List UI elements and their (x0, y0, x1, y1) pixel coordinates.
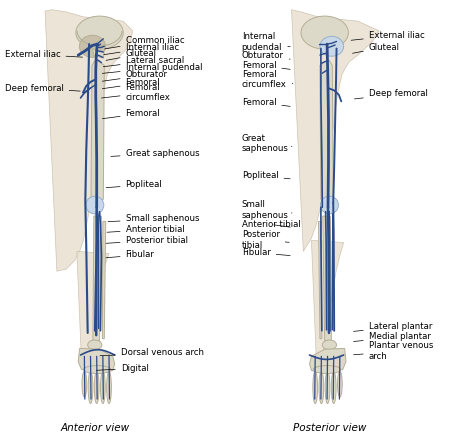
Text: Small saphenous: Small saphenous (108, 214, 199, 223)
Polygon shape (319, 221, 322, 339)
Ellipse shape (88, 371, 93, 404)
Text: Posterior
tibial: Posterior tibial (242, 230, 289, 250)
Ellipse shape (82, 371, 87, 397)
Text: Femoral: Femoral (242, 98, 290, 107)
Text: Plantar venous
arch: Plantar venous arch (354, 341, 433, 361)
Text: Lateral plantar: Lateral plantar (354, 322, 432, 331)
Polygon shape (78, 348, 115, 373)
Polygon shape (102, 221, 106, 339)
Text: External iliac: External iliac (351, 31, 425, 40)
Ellipse shape (94, 371, 99, 404)
Ellipse shape (322, 340, 337, 350)
Text: Great saphenous: Great saphenous (111, 149, 199, 158)
Ellipse shape (325, 371, 330, 404)
Polygon shape (292, 10, 379, 251)
Text: Internal iliac: Internal iliac (104, 43, 179, 55)
Text: Great
saphenous: Great saphenous (242, 134, 292, 153)
Text: Medial plantar: Medial plantar (354, 333, 431, 341)
Ellipse shape (320, 196, 338, 214)
Text: Posterior tibial: Posterior tibial (106, 236, 188, 245)
Ellipse shape (100, 371, 105, 404)
Text: Obturator: Obturator (102, 71, 168, 81)
Text: Obturator: Obturator (242, 51, 290, 60)
Ellipse shape (313, 366, 341, 374)
Polygon shape (91, 60, 104, 201)
Ellipse shape (319, 371, 324, 404)
Text: Deep femoral: Deep femoral (5, 84, 80, 93)
Text: Anterior tibial: Anterior tibial (107, 225, 184, 234)
Text: Femoral: Femoral (102, 109, 160, 119)
Ellipse shape (80, 35, 105, 57)
Text: Dorsal venous arch: Dorsal venous arch (100, 348, 204, 357)
Polygon shape (93, 216, 101, 340)
Text: Popliteal: Popliteal (106, 180, 163, 189)
Text: Anterior view: Anterior view (60, 423, 129, 433)
Text: Internal pudendal: Internal pudendal (102, 63, 202, 73)
Text: Femoral
circumflex: Femoral circumflex (242, 70, 293, 89)
Ellipse shape (337, 371, 342, 397)
Polygon shape (320, 60, 333, 201)
Text: Lateral sacral: Lateral sacral (103, 56, 184, 67)
Ellipse shape (301, 16, 348, 49)
Text: Internal
pudendal: Internal pudendal (242, 32, 290, 52)
Text: External iliac: External iliac (5, 50, 82, 59)
Text: Small
saphenous: Small saphenous (242, 200, 292, 220)
Text: Femoral: Femoral (102, 78, 160, 89)
Text: Common iliac: Common iliac (105, 36, 184, 49)
Polygon shape (323, 216, 331, 340)
Polygon shape (77, 251, 109, 366)
Ellipse shape (331, 371, 336, 404)
Polygon shape (92, 49, 104, 58)
Polygon shape (45, 10, 133, 271)
Text: Popliteal: Popliteal (242, 172, 290, 180)
Ellipse shape (107, 371, 111, 404)
Ellipse shape (88, 340, 102, 350)
Ellipse shape (320, 36, 344, 56)
Text: Femoral
circumflex: Femoral circumflex (101, 83, 171, 102)
Ellipse shape (313, 371, 318, 404)
Text: Deep femoral: Deep femoral (355, 90, 428, 99)
Ellipse shape (83, 366, 111, 374)
Text: Fibular: Fibular (106, 250, 155, 259)
Text: Anterior tibial: Anterior tibial (242, 220, 301, 229)
Text: Digital: Digital (97, 364, 149, 373)
Text: Gluteal: Gluteal (106, 49, 156, 60)
Text: Gluteal: Gluteal (353, 43, 400, 53)
Polygon shape (310, 348, 346, 373)
Text: Posterior view: Posterior view (293, 423, 366, 433)
Ellipse shape (76, 16, 123, 49)
Ellipse shape (86, 196, 104, 214)
Text: Femoral: Femoral (242, 61, 290, 70)
Text: Fibular: Fibular (242, 248, 290, 257)
Polygon shape (311, 240, 344, 359)
